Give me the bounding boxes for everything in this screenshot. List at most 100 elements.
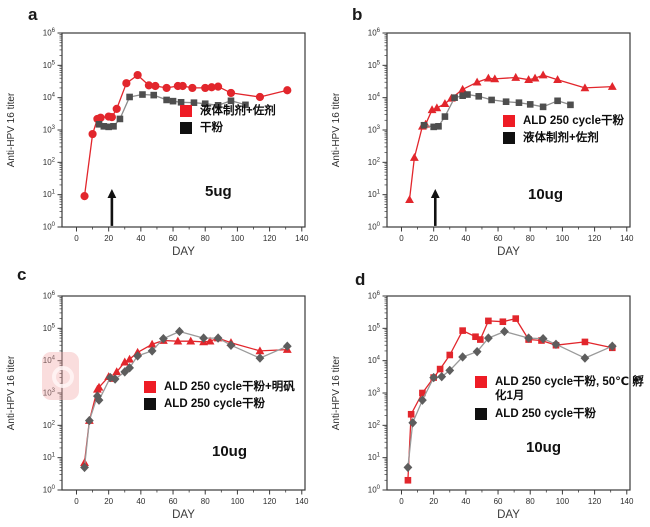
svg-text:40: 40 xyxy=(461,234,470,243)
legend-swatch-red xyxy=(144,381,156,393)
panel-d-chart: 0 20 40 60 80 100 120 140 100 101 102 103 104 105 106 D… xyxy=(331,291,634,521)
svg-text:103: 103 xyxy=(368,125,381,135)
svg-text:0: 0 xyxy=(74,497,79,506)
legend-label: ALD 250 cycle干粉 xyxy=(164,398,265,411)
svg-text:102: 102 xyxy=(43,420,56,430)
svg-text:104: 104 xyxy=(43,93,56,103)
svg-text:80: 80 xyxy=(526,497,535,506)
panel-d: 0 20 40 60 80 100 120 140 100 101 102 103 104 105 106 D… xyxy=(325,263,650,527)
svg-text:101: 101 xyxy=(43,453,56,463)
svg-text:120: 120 xyxy=(588,234,602,243)
legend-a: 液体制剂+佐剂 干粉 xyxy=(180,104,305,136)
panel-label-a: a xyxy=(28,5,38,24)
svg-text:104: 104 xyxy=(368,356,381,366)
svg-text:102: 102 xyxy=(368,157,381,167)
svg-text:20: 20 xyxy=(429,497,438,506)
legend-item: ALD 250 cycle干粉+明矾 xyxy=(144,380,314,394)
panel-label-d: d xyxy=(355,270,366,289)
axes: 0 20 40 60 80 100 120 140 100 101 102 103 104 105 106 D… xyxy=(6,291,309,521)
legend-swatch-red xyxy=(180,105,192,117)
svg-text:80: 80 xyxy=(201,497,210,506)
svg-text:60: 60 xyxy=(169,497,178,506)
legend-label: ALD 250 cycle干粉, 50℃ 孵化1月 xyxy=(495,376,644,403)
svg-text:60: 60 xyxy=(494,234,503,243)
legend-label: 干粉 xyxy=(200,122,223,135)
legend-b: ALD 250 cycle干粉 液体制剂+佐剂 xyxy=(503,114,648,146)
axes: 0 20 40 60 80 100 120 140 100 101 102 103 104 105 106 D… xyxy=(331,28,634,258)
svg-text:102: 102 xyxy=(368,420,381,430)
svg-text:105: 105 xyxy=(43,60,56,70)
svg-text:100: 100 xyxy=(556,234,570,243)
svg-text:140: 140 xyxy=(295,234,309,243)
axes: 0 20 40 60 80 100 120 140 100 101 102 103 104 105 106 D… xyxy=(331,291,634,521)
legend-item: 液体制剂+佐剂 xyxy=(503,131,648,145)
injection-arrow xyxy=(430,188,440,226)
series-d-1 xyxy=(403,326,617,473)
dose-annotation-b: 10ug xyxy=(528,186,564,203)
legend-item: ALD 250 cycle干粉 xyxy=(475,407,647,421)
legend-swatch-red xyxy=(503,115,515,127)
svg-text:0: 0 xyxy=(74,234,79,243)
x-axis-label: DAY xyxy=(172,509,195,521)
svg-text:102: 102 xyxy=(43,157,56,167)
legend-d: ALD 250 cycle干粉, 50℃ 孵化1月 ALD 250 cycle干… xyxy=(475,375,647,421)
svg-text:120: 120 xyxy=(588,497,602,506)
series-a-0 xyxy=(80,70,292,201)
svg-text:100: 100 xyxy=(368,222,381,232)
svg-text:60: 60 xyxy=(494,497,503,506)
svg-text:106: 106 xyxy=(43,28,56,38)
svg-text:106: 106 xyxy=(43,291,56,301)
svg-text:106: 106 xyxy=(368,28,381,38)
x-axis-label: DAY xyxy=(497,246,520,258)
svg-text:100: 100 xyxy=(43,485,56,495)
svg-text:104: 104 xyxy=(368,93,381,103)
svg-text:101: 101 xyxy=(43,190,56,200)
series-c-1 xyxy=(80,326,292,473)
y-axis-label: Anti-HPV 16 titer xyxy=(6,92,17,167)
svg-text:105: 105 xyxy=(368,60,381,70)
svg-text:101: 101 xyxy=(368,190,381,200)
svg-text:0: 0 xyxy=(399,234,404,243)
svg-text:103: 103 xyxy=(43,125,56,135)
series-b-1 xyxy=(420,91,574,131)
panel-b: 0 20 40 60 80 100 120 140 100 101 102 103 104 105 106 D… xyxy=(325,0,650,263)
svg-text:101: 101 xyxy=(368,453,381,463)
svg-text:60: 60 xyxy=(169,234,178,243)
svg-text:103: 103 xyxy=(43,388,56,398)
svg-text:104: 104 xyxy=(43,356,56,366)
panel-label-c: c xyxy=(17,265,27,284)
x-axis-label: DAY xyxy=(497,509,520,521)
legend-item: ALD 250 cycle干粉 xyxy=(144,397,314,411)
legend-c: ALD 250 cycle干粉+明矾 ALD 250 cycle干粉 xyxy=(144,380,314,412)
svg-text:140: 140 xyxy=(295,497,309,506)
svg-text:40: 40 xyxy=(461,497,470,506)
svg-text:100: 100 xyxy=(231,497,245,506)
legend-swatch-black xyxy=(144,398,156,411)
legend-label: ALD 250 cycle干粉 xyxy=(495,407,596,420)
y-axis-label: Anti-HPV 16 titer xyxy=(331,92,342,167)
legend-label: 液体制剂+佐剂 xyxy=(200,105,276,117)
svg-text:120: 120 xyxy=(263,497,277,506)
svg-text:140: 140 xyxy=(620,234,634,243)
legend-swatch-black xyxy=(503,132,515,145)
panel-a-chart: 0 20 40 60 80 100 120 140 100 101 102 103 104 105 106 D… xyxy=(6,28,309,258)
axes: 0 20 40 60 80 100 120 140 100 101 102 103 104 105 106 D… xyxy=(6,28,309,258)
svg-text:105: 105 xyxy=(368,323,381,333)
dose-annotation-c: 10ug xyxy=(212,443,248,460)
panel-c-chart: 0 20 40 60 80 100 120 140 100 101 102 103 104 105 106 D… xyxy=(6,291,309,521)
injection-arrow xyxy=(107,188,117,226)
legend-label: ALD 250 cycle干粉+明矾 xyxy=(164,381,295,393)
legend-swatch-black xyxy=(180,122,192,135)
y-axis-label: Anti-HPV 16 titer xyxy=(6,355,17,430)
svg-text:106: 106 xyxy=(368,291,381,301)
y-axis-label: Anti-HPV 16 titer xyxy=(331,355,342,430)
svg-text:0: 0 xyxy=(399,497,404,506)
panel-c: 0 20 40 60 80 100 120 140 100 101 102 103 104 105 106 D… xyxy=(0,263,325,527)
legend-label: ALD 250 cycle干粉 xyxy=(523,115,624,127)
svg-text:100: 100 xyxy=(368,485,381,495)
svg-text:40: 40 xyxy=(136,497,145,506)
svg-text:80: 80 xyxy=(526,234,535,243)
legend-item: 液体制剂+佐剂 xyxy=(180,104,305,118)
